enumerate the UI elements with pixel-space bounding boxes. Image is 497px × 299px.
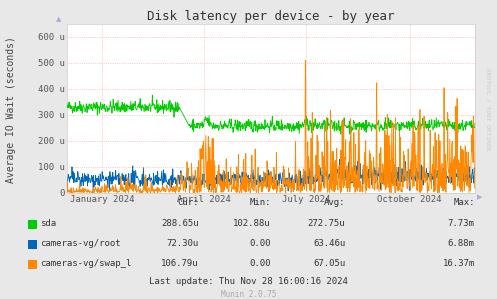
Text: 6.88m: 6.88m <box>448 239 475 248</box>
Text: 7.73m: 7.73m <box>448 219 475 228</box>
Title: Disk latency per device - by year: Disk latency per device - by year <box>147 10 395 23</box>
Text: Munin 2.0.75: Munin 2.0.75 <box>221 290 276 299</box>
Text: 72.30u: 72.30u <box>166 239 199 248</box>
Text: 67.05u: 67.05u <box>313 259 345 268</box>
Text: sda: sda <box>40 219 56 228</box>
Text: Avg:: Avg: <box>324 198 345 207</box>
Text: Max:: Max: <box>453 198 475 207</box>
Text: Min:: Min: <box>249 198 271 207</box>
Text: cameras-vg/swap_l: cameras-vg/swap_l <box>40 259 131 268</box>
Text: 272.75u: 272.75u <box>308 219 345 228</box>
Text: 0.00: 0.00 <box>249 239 271 248</box>
Text: 0.00: 0.00 <box>249 259 271 268</box>
Text: Average IO Wait (seconds): Average IO Wait (seconds) <box>6 36 16 183</box>
Text: 106.79u: 106.79u <box>161 259 199 268</box>
Text: cameras-vg/root: cameras-vg/root <box>40 239 120 248</box>
Text: Last update: Thu Nov 28 16:00:16 2024: Last update: Thu Nov 28 16:00:16 2024 <box>149 277 348 286</box>
Text: 16.37m: 16.37m <box>442 259 475 268</box>
Text: ▲: ▲ <box>56 16 62 22</box>
Text: RRDTOOL / TOBI OETIKER: RRDTOOL / TOBI OETIKER <box>486 68 491 150</box>
Text: 288.65u: 288.65u <box>161 219 199 228</box>
Text: 102.88u: 102.88u <box>233 219 271 228</box>
Text: 63.46u: 63.46u <box>313 239 345 248</box>
Text: Cur:: Cur: <box>177 198 199 207</box>
Text: ▶: ▶ <box>478 194 483 200</box>
